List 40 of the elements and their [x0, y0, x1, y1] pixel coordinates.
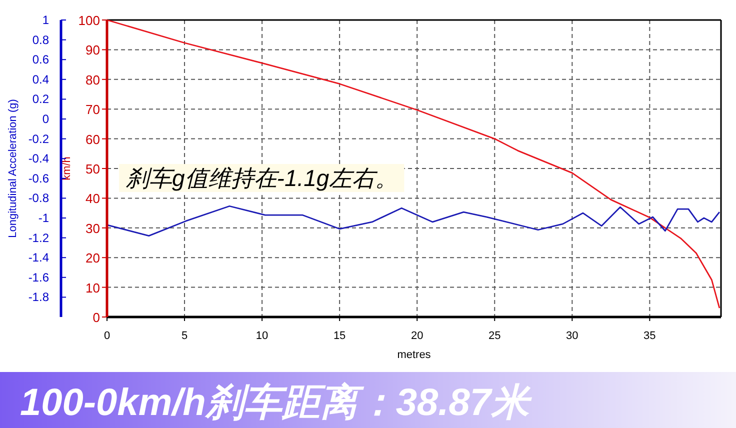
y-tick-label: 80 — [86, 72, 100, 88]
x-tick-label: 30 — [566, 330, 578, 342]
y2-tick-label: -1.4 — [28, 250, 50, 265]
y-tick-label: 90 — [86, 42, 100, 58]
y2-tick-label: -0.4 — [28, 152, 50, 166]
y2-tick-label: -0.6 — [28, 171, 50, 186]
y-tick-label: 0 — [92, 310, 100, 325]
y2-tick-label: -1 — [38, 211, 50, 225]
x-tick-label: 0 — [104, 330, 110, 342]
y-tick-label: 20 — [86, 250, 100, 266]
y2-tick-label: -1.8 — [28, 290, 50, 304]
y2-tick-label: 0.8 — [32, 32, 50, 47]
y2-tick-label: 0.4 — [32, 72, 50, 86]
y2-tick-label: 0 — [42, 112, 50, 126]
x-tick-label: 15 — [333, 330, 346, 342]
x-tick-label: 10 — [256, 330, 268, 342]
y-tick-label: 100 — [78, 13, 100, 28]
x-tick-label: 35 — [644, 330, 656, 342]
x-tick-label: 25 — [488, 330, 501, 342]
text: 100-0km/h刹车距离：38.87米 — [20, 381, 533, 424]
x-tick-label: 20 — [410, 330, 424, 342]
line-series — [106, 205, 720, 237]
y2-tick-label: 0.2 — [32, 92, 50, 106]
y-axis-title: km/h — [61, 156, 73, 180]
y-tick-label: 50 — [86, 162, 100, 176]
y2-tick-label: -1.2 — [28, 230, 50, 245]
y-tick-label: 60 — [86, 132, 100, 147]
y-tick-label: 70 — [86, 102, 100, 118]
y2-tick-label: 0.6 — [32, 52, 50, 67]
y2-tick-label: -1.6 — [28, 270, 50, 284]
x-axis-title: metres — [397, 349, 432, 361]
y-tick-label: 40 — [86, 191, 100, 206]
x-tick-label: 5 — [181, 330, 188, 342]
y-tick-label: 30 — [86, 220, 100, 236]
y-tick-label: 10 — [86, 280, 100, 296]
y2-tick-label: -0.2 — [28, 132, 50, 146]
y2-tick-label: 1 — [42, 13, 50, 27]
y2-tick-label: -0.8 — [28, 191, 50, 206]
annotation: 刹车g值维持在-1.1g左右。 — [125, 165, 398, 191]
y2-axis-title: Longitudinal Acceleration (g) — [7, 99, 19, 238]
